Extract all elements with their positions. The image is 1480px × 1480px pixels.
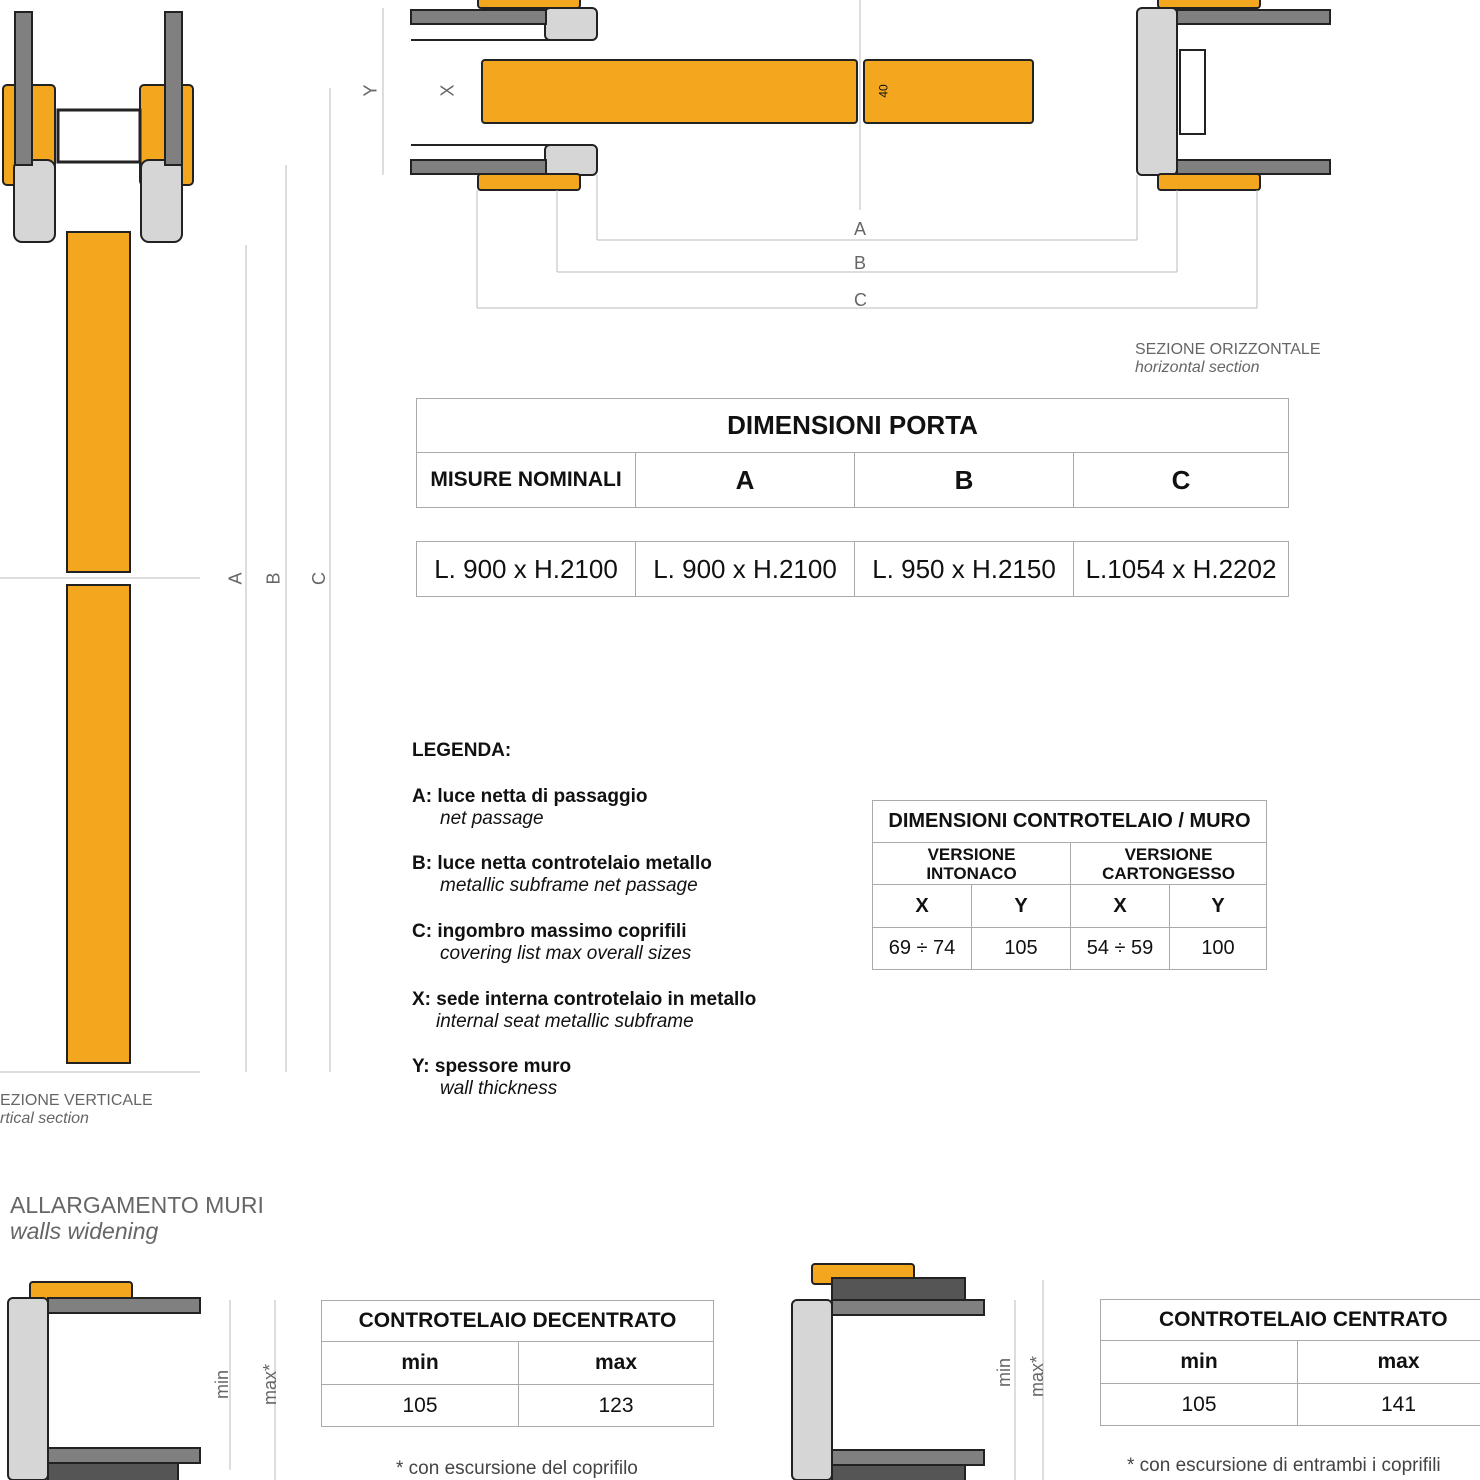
header-nominal: MISURE NOMINALI — [416, 452, 636, 508]
right-jamb — [1136, 0, 1331, 191]
cen-max-label: max* — [1027, 1355, 1048, 1398]
label-x: X — [437, 84, 458, 97]
version-intonaco: VERSIONE INTONACO — [872, 842, 1071, 885]
label-y: Y — [360, 84, 381, 97]
legend-title: LEGENDA: — [412, 740, 512, 761]
value-nominal: L. 900 x H.2100 — [416, 541, 636, 597]
cen-header-max: max — [1297, 1340, 1480, 1384]
dimension-lines — [0, 0, 1258, 1480]
decentrato-title: CONTROTELAIO DECENTRATO — [321, 1300, 714, 1342]
cen-header-min: min — [1100, 1340, 1298, 1384]
dec-value-min: 105 — [321, 1384, 519, 1427]
label-c: C — [854, 290, 867, 310]
door-dimensions-table: DIMENSIONI PORTA MISURE NOMINALI A B C — [416, 398, 1289, 508]
door-panel-edge — [863, 59, 1034, 124]
cen-value-min: 105 — [1100, 1383, 1298, 1426]
legend-item-a: A: luce netta di passaggio net passage — [412, 786, 648, 829]
val-x1: 69 ÷ 74 — [872, 927, 972, 970]
horizontal-section-caption: SEZIONE ORIZZONTALE horizontal section — [1135, 341, 1321, 376]
col-y1: Y — [971, 884, 1071, 928]
header-a: A — [635, 452, 855, 508]
door-values-table: L. 900 x H.2100 L. 900 x H.2100 L. 950 x… — [416, 541, 1289, 597]
cen-value-max: 141 — [1297, 1383, 1480, 1426]
val-y1: 105 — [971, 927, 1071, 970]
col-x1: X — [872, 884, 972, 928]
value-a: L. 900 x H.2100 — [635, 541, 855, 597]
value-c: L.1054 x H.2202 — [1073, 541, 1289, 597]
centrato-note: * con escursione di entrambi i coprifili — [1127, 1455, 1441, 1476]
version-cartongesso: VERSIONE CARTONGESSO — [1070, 842, 1267, 885]
legend-item-c: C: ingombro massimo coprifili covering li… — [412, 921, 692, 964]
decentrato-note: * con escursione del coprifilo — [396, 1458, 638, 1479]
val-x2: 54 ÷ 59 — [1069, 927, 1171, 970]
door-panel — [481, 59, 858, 124]
label-a: A — [854, 219, 867, 239]
legend-item-b: B: luce netta controtelaio metallo metall… — [412, 853, 712, 896]
frame-wall-table: DIMENSIONI CONTROTELAIO / MURO VERSIONE … — [872, 800, 1267, 970]
header-b: B — [854, 452, 1074, 508]
widening-centrato-profile — [791, 1263, 985, 1480]
dec-max-label: max* — [260, 1363, 281, 1406]
val-y2: 100 — [1169, 927, 1267, 970]
col-x2: X — [1069, 884, 1171, 928]
left-jamb-top — [410, 0, 598, 41]
label-thickness: 40 — [876, 84, 891, 98]
decentrato-table: CONTROTELAIO DECENTRATO min max 105 123 — [321, 1300, 714, 1427]
vlabel-b: B — [263, 572, 284, 585]
centrato-title: CONTROTELAIO CENTRATO — [1100, 1299, 1480, 1341]
vlabel-c: C — [309, 572, 329, 585]
legend-item-x: X: sede interna controtelaio in metallo i… — [412, 989, 757, 1032]
header-c: C — [1073, 452, 1289, 508]
dec-value-max: 123 — [518, 1384, 714, 1427]
col-y2: Y — [1169, 884, 1267, 928]
frame-wall-title: DIMENSIONI CONTROTELAIO / MURO — [872, 800, 1267, 843]
dec-header-max: max — [518, 1341, 714, 1385]
door-table-title: DIMENSIONI PORTA — [416, 398, 1289, 453]
legend-item-y: Y: spessore muro wall thickness — [412, 1056, 572, 1099]
walls-widening-heading: ALLARGAMENTO MURI walls widening — [10, 1192, 264, 1244]
vertical-door-bottom — [66, 584, 131, 1064]
vertical-head — [2, 11, 194, 243]
vlabel-a: A — [225, 572, 246, 585]
dec-min-label: min — [212, 1369, 233, 1400]
value-b: L. 950 x H.2150 — [854, 541, 1074, 597]
vertical-section-caption: EZIONE VERTICALE rtical section — [0, 1092, 153, 1127]
label-b: B — [854, 253, 867, 273]
dec-header-min: min — [321, 1341, 519, 1385]
widening-decentrato-profile — [7, 1281, 201, 1480]
vertical-door-top — [66, 231, 131, 573]
centrato-table: CONTROTELAIO CENTRATO min max 105 141 — [1100, 1299, 1480, 1426]
cen-min-label: min — [994, 1357, 1015, 1388]
left-jamb-bottom — [410, 144, 598, 191]
